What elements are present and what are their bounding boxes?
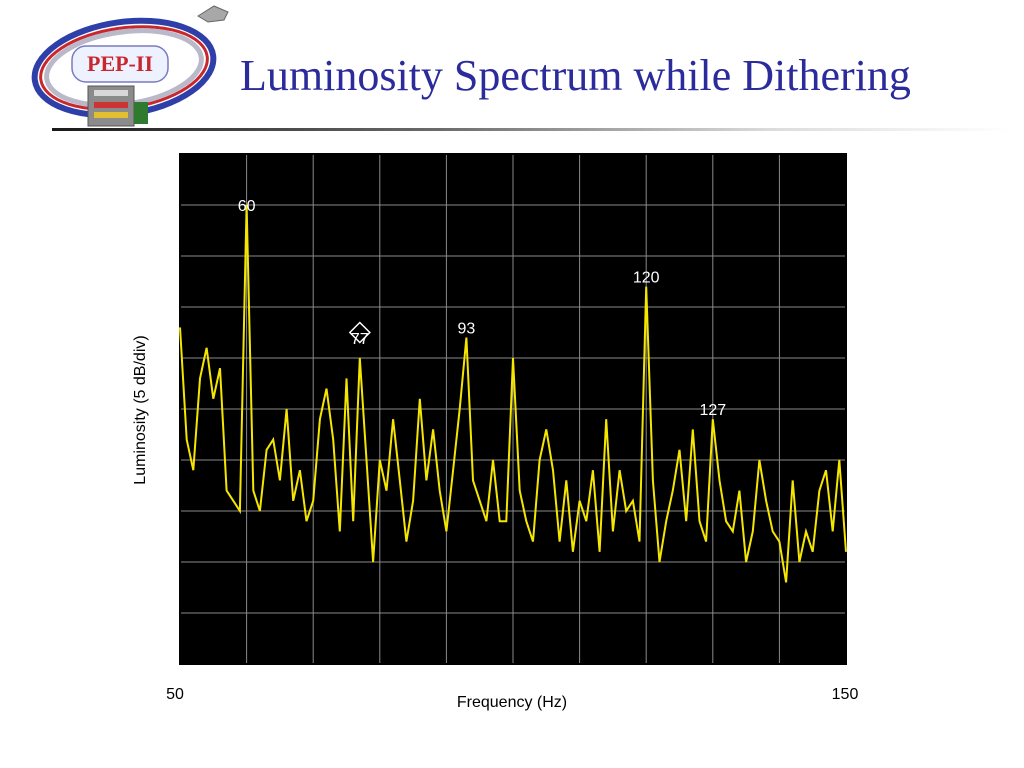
plot-border	[179, 153, 847, 665]
slide-title: Luminosity Spectrum while Dithering	[240, 51, 911, 100]
spectrum-trace-line	[179, 204, 847, 583]
peak-label: 127	[699, 402, 726, 419]
peak-label: 77	[351, 331, 369, 348]
peak-label: 60	[238, 198, 256, 215]
x-tick-label-min: 50	[166, 686, 184, 703]
plot-grid	[180, 154, 846, 664]
peak-marker	[348, 321, 371, 344]
peak-label: 93	[457, 321, 475, 338]
x-tick-label-max: 150	[832, 686, 859, 703]
x-axis-label: Frequency (Hz)	[457, 694, 567, 711]
pep-ii-logo: PEP-II	[28, 2, 238, 130]
diamond-marker-icon	[348, 321, 371, 344]
y-axis-label: Luminosity (5 dB/div)	[132, 335, 149, 484]
ring-logo-graphic: PEP-II	[31, 5, 229, 127]
logo-text: PEP-II	[87, 51, 153, 76]
trace-group	[179, 204, 847, 583]
title-divider	[52, 128, 1012, 131]
peak-label: 120	[633, 270, 660, 287]
peak-labels: 60 77 93 120 127	[238, 198, 727, 419]
